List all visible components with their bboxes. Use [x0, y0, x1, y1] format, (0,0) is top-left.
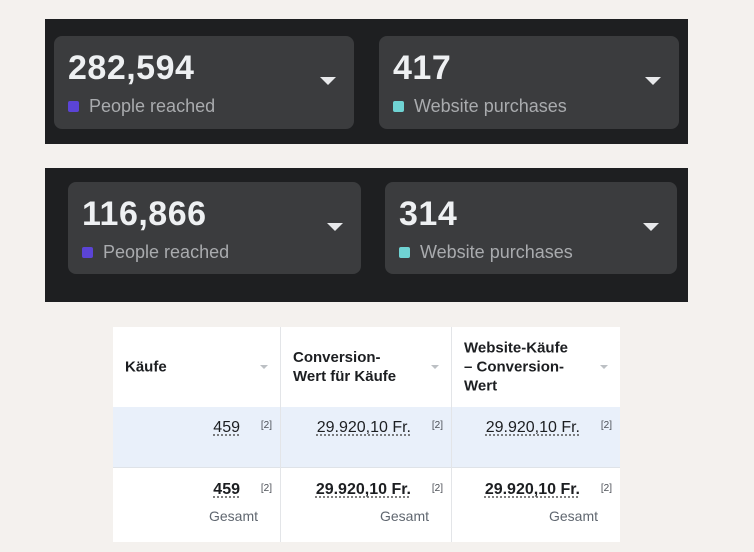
- website-purchases-label: Website purchases: [414, 96, 567, 116]
- website-purchases-swatch: [393, 101, 404, 112]
- column-website-kaeufe-wert: Website-Käufe – Conversion- Wert 29.920,…: [452, 327, 620, 542]
- total-label: Gesamt: [548, 508, 598, 524]
- footnote: [2]: [431, 420, 443, 431]
- website-purchases-card[interactable]: 314 Website purchases: [385, 182, 677, 274]
- cell-value[interactable]: 459: [213, 481, 240, 498]
- legend: People reached: [82, 242, 229, 263]
- column-conversion-wert: Conversion- Wert für Käufe 29.920,10 Fr.…: [281, 327, 451, 542]
- column-header-label: Conversion- Wert für Käufe: [293, 349, 397, 385]
- legend: People reached: [68, 96, 215, 117]
- sort-icon[interactable]: [431, 365, 439, 369]
- cell-value[interactable]: 29.920,10 Fr.: [485, 419, 580, 436]
- cell-value[interactable]: 29.920,10 Fr.: [484, 481, 580, 498]
- total-label: Gesamt: [208, 508, 258, 524]
- sort-icon[interactable]: [260, 365, 268, 369]
- column-header-label: Website-Käufe – Conversion- Wert: [464, 339, 568, 395]
- website-purchases-value: 417: [393, 49, 452, 87]
- legend: Website purchases: [399, 242, 573, 263]
- footnote: [2]: [600, 483, 612, 494]
- chevron-down-icon[interactable]: [645, 77, 661, 85]
- column-header-website-kaeufe-wert[interactable]: Website-Käufe – Conversion- Wert: [452, 327, 620, 408]
- people-reached-card[interactable]: 282,594 People reached: [54, 36, 354, 129]
- people-reached-value: 116,866: [82, 195, 207, 233]
- table-total-row: 459 [2] Gesamt: [113, 468, 280, 542]
- table-row: 29.920,10 Fr. [2]: [452, 407, 620, 468]
- table-row: 459 [2]: [113, 407, 280, 468]
- table-total-row: 29.920,10 Fr. [2] Gesamt: [452, 468, 620, 542]
- metrics-panel-2: 116,866 People reached 314 Website purch…: [45, 168, 688, 302]
- people-reached-swatch: [82, 247, 93, 258]
- people-reached-label: People reached: [103, 242, 230, 262]
- total-label: Gesamt: [379, 508, 429, 524]
- table-total-row: 29.920,10 Fr. [2] Gesamt: [281, 468, 451, 542]
- footnote: [2]: [600, 420, 612, 431]
- website-purchases-swatch: [399, 247, 410, 258]
- legend: Website purchases: [393, 96, 567, 117]
- cell-value[interactable]: 459: [213, 419, 240, 436]
- people-reached-card[interactable]: 116,866 People reached: [68, 182, 361, 274]
- website-purchases-card[interactable]: 417 Website purchases: [379, 36, 679, 129]
- column-header-label: Käufe: [125, 358, 167, 376]
- footnote: [2]: [431, 483, 443, 494]
- chevron-down-icon[interactable]: [643, 223, 659, 231]
- website-purchases-label: Website purchases: [420, 242, 573, 262]
- column-kaeufe: Käufe 459 [2] 459 [2] Gesamt: [113, 327, 280, 542]
- people-reached-swatch: [68, 101, 79, 112]
- sort-icon[interactable]: [600, 365, 608, 369]
- cell-value[interactable]: 29.920,10 Fr.: [316, 419, 411, 436]
- table-row: 29.920,10 Fr. [2]: [281, 407, 451, 468]
- column-divider: [280, 327, 281, 542]
- column-header-kaeufe[interactable]: Käufe: [113, 327, 280, 408]
- people-reached-value: 282,594: [68, 49, 195, 87]
- footnote: [2]: [260, 420, 272, 431]
- footnote: [2]: [260, 483, 272, 494]
- people-reached-label: People reached: [89, 96, 216, 116]
- column-header-conversion-wert[interactable]: Conversion- Wert für Käufe: [281, 327, 451, 408]
- column-divider: [451, 327, 452, 542]
- metrics-panel-1: 282,594 People reached 417 Website purch…: [45, 19, 688, 144]
- website-purchases-value: 314: [399, 195, 458, 233]
- chevron-down-icon[interactable]: [327, 223, 343, 231]
- chevron-down-icon[interactable]: [320, 77, 336, 85]
- cell-value[interactable]: 29.920,10 Fr.: [315, 481, 411, 498]
- results-table: Käufe 459 [2] 459 [2] Gesamt Conversion-…: [113, 327, 620, 542]
